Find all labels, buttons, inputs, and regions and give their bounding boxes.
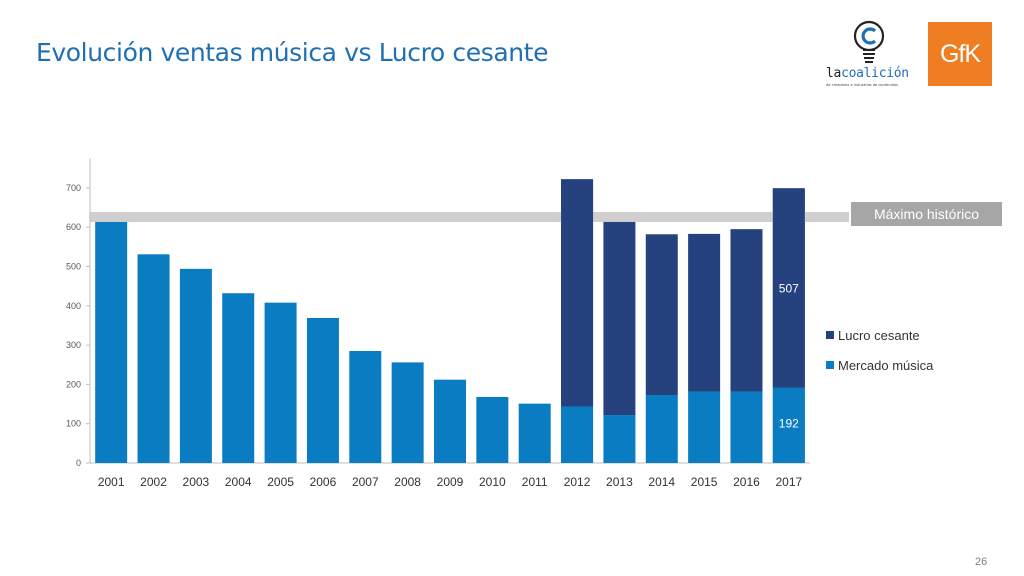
bar-mercado-2005 (264, 302, 297, 463)
x-tick-label: 2013 (606, 475, 633, 489)
x-tick-label: 2004 (225, 475, 252, 489)
bar-lucro-2015 (688, 233, 721, 392)
page-title: Evolución ventas música vs Lucro cesante (36, 38, 549, 67)
y-tick-label: 100 (66, 419, 81, 429)
bar-mercado-2009 (434, 379, 466, 463)
x-tick-label: 2006 (310, 475, 337, 489)
x-tick-label: 2011 (522, 475, 548, 489)
bar-overlay-mercado-2017 (772, 387, 805, 463)
bar-overlay-mercado-2012 (561, 406, 594, 463)
bar-mercado-2001 (95, 216, 128, 463)
x-tick-label: 2005 (267, 475, 294, 489)
x-tick-label: 2003 (183, 475, 210, 489)
x-tick-label: 2001 (98, 475, 125, 489)
y-tick-label: 200 (66, 379, 81, 389)
page-number: 26 (975, 556, 988, 568)
x-tick-label: 2017 (775, 475, 802, 489)
bar-lucro-2014 (645, 234, 678, 396)
bar-mercado-2008 (391, 362, 424, 463)
y-tick-label: 0 (76, 458, 81, 468)
bar-mercado-2007 (349, 350, 382, 463)
y-tick-label: 700 (66, 183, 81, 193)
y-tick-label: 300 (66, 340, 81, 350)
x-tick-label: 2007 (352, 475, 379, 489)
bar-mercado-2006 (306, 317, 339, 463)
bar-mercado-2003 (179, 268, 212, 463)
legend-label-lucro: Lucro cesante (838, 327, 920, 343)
max-historico-band (89, 211, 849, 222)
bar-overlay-lucro-2017 (772, 188, 805, 388)
lacoalicion-logo: lacoalición de creadores e industrias de… (826, 20, 918, 88)
legend-swatch-lucro (826, 331, 834, 339)
x-tick-label: 2009 (437, 475, 464, 489)
chart-legend: Lucro cesante Mercado música (826, 326, 933, 386)
bar-mercado-2010 (476, 396, 509, 463)
lightbulb-icon (853, 20, 885, 63)
data-label-mercado: 192 (779, 417, 799, 431)
legend-swatch-mercado (826, 361, 834, 369)
bar-lucro-2013 (603, 213, 636, 416)
bar-mercado-2014 (645, 395, 678, 463)
y-tick-label: 600 (66, 222, 81, 232)
gfk-logo: GfK (928, 22, 992, 86)
x-tick-label: 2014 (648, 475, 675, 489)
max-historico-label: Máximo histórico (851, 202, 1002, 226)
y-tick-label: 400 (66, 301, 81, 311)
bar-mercado-2015 (688, 391, 721, 463)
coalicion-tagline: de creadores e industrias de contenidos (826, 83, 899, 87)
coalicion-wordmark: lacoalición (826, 66, 909, 81)
y-tick-label: 500 (66, 262, 81, 272)
bar-mercado-2011 (518, 403, 551, 463)
x-tick-label: 2002 (140, 475, 167, 489)
bar-mercado-2002 (137, 254, 170, 463)
x-tick-label: 2008 (394, 475, 421, 489)
x-tick-label: 2010 (479, 475, 506, 489)
legend-item-lucro: Lucro cesante (826, 326, 933, 344)
legend-item-mercado: Mercado música (826, 356, 933, 374)
x-tick-label: 2015 (691, 475, 718, 489)
legend-label-mercado: Mercado música (838, 357, 934, 373)
bar-lucro-2016 (730, 229, 763, 392)
bar-mercado-2004 (222, 293, 255, 463)
data-label-lucro: 507 (779, 281, 799, 295)
x-tick-label: 2012 (564, 475, 591, 489)
x-tick-label: 2016 (733, 475, 760, 489)
bar-mercado-2013 (603, 415, 636, 463)
bar-overlay-lucro-2012 (561, 179, 594, 407)
bar-mercado-2016 (730, 391, 763, 463)
